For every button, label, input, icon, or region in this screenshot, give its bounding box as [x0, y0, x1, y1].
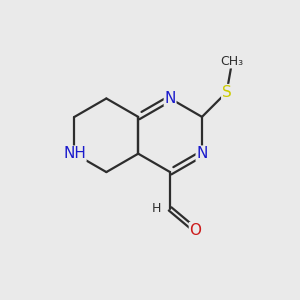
Text: S: S — [222, 85, 232, 100]
Text: N: N — [196, 146, 208, 161]
Text: O: O — [190, 223, 202, 238]
Text: CH₃: CH₃ — [220, 55, 244, 68]
Text: NH: NH — [63, 146, 86, 161]
Text: N: N — [164, 91, 176, 106]
Text: H: H — [152, 202, 161, 215]
